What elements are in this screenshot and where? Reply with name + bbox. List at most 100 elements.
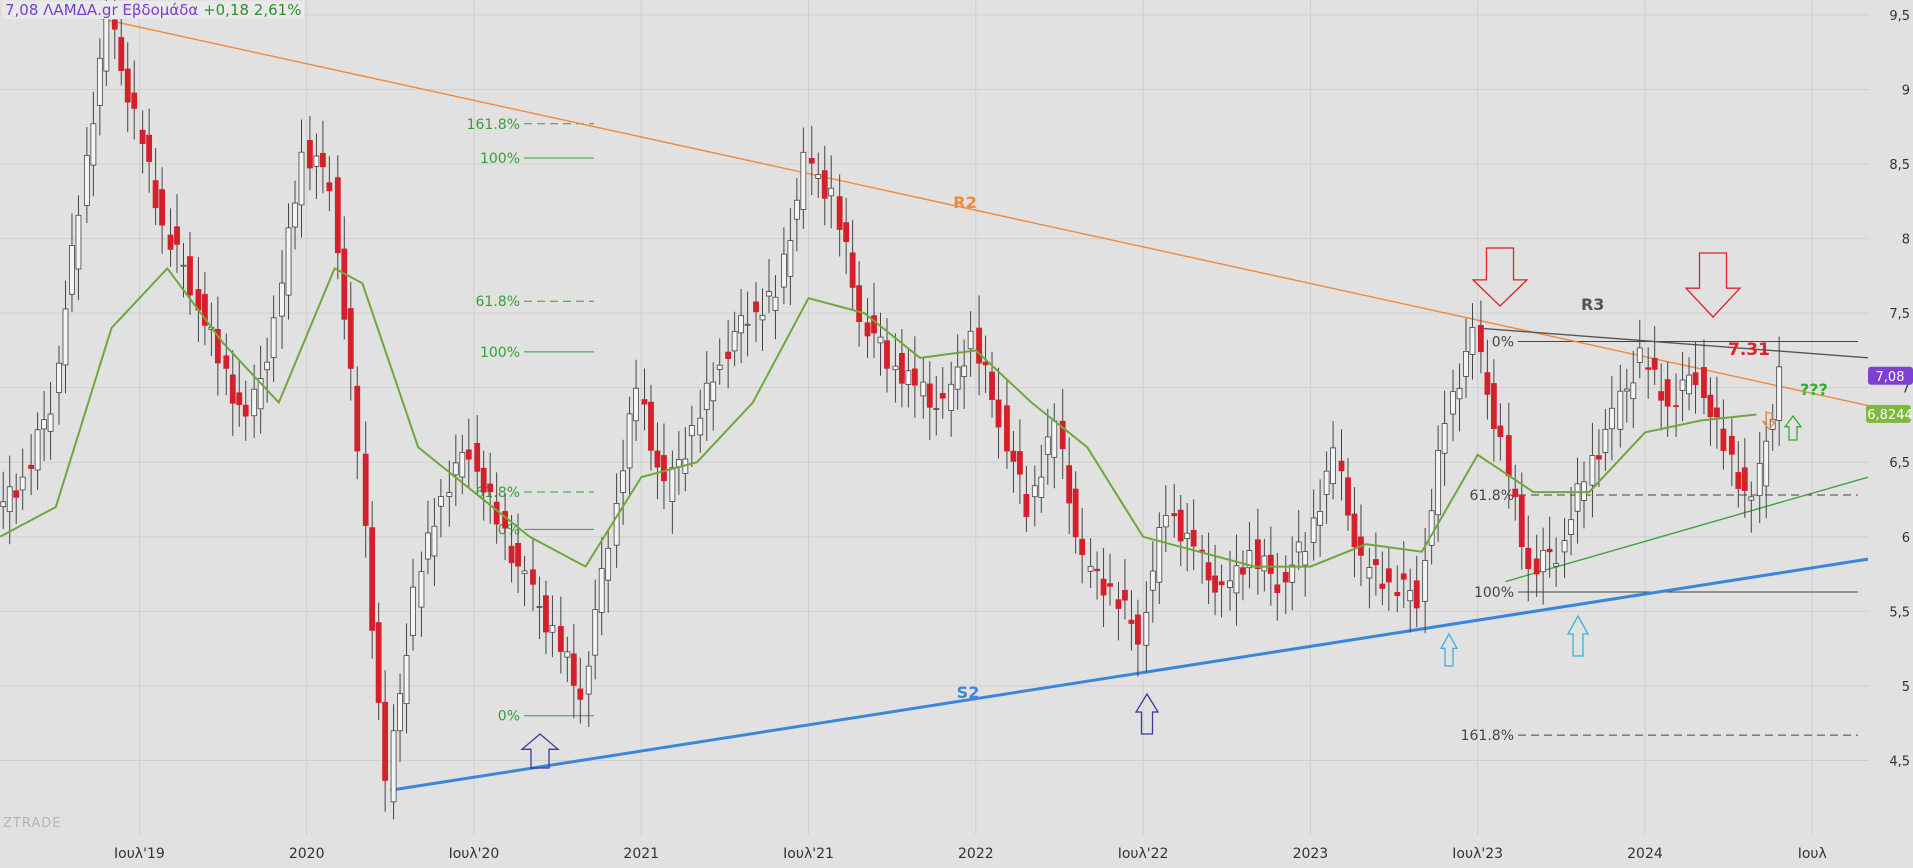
candle-body: [549, 625, 556, 633]
candle-body: [1351, 513, 1358, 548]
candle-body: [633, 387, 639, 422]
fib-level-label: 0%: [1492, 334, 1514, 350]
trendline-label: R3: [1581, 295, 1604, 314]
candle-body: [1240, 567, 1246, 575]
candle-body: [1602, 428, 1609, 453]
candle-body: [1094, 568, 1100, 572]
fib-level-label: 61.8%: [476, 294, 520, 310]
candle-body: [1692, 372, 1699, 386]
candle-body: [654, 450, 661, 468]
candle-body: [1463, 351, 1469, 377]
candle-body: [1568, 519, 1574, 535]
candle-body: [536, 605, 543, 608]
candle-body: [1282, 572, 1289, 583]
candle-body: [1135, 614, 1141, 645]
candle-body: [236, 392, 243, 405]
candle-body: [1212, 575, 1218, 593]
candle-body: [341, 248, 348, 320]
candle-body: [1066, 465, 1073, 504]
candle-body: [152, 180, 159, 209]
candle-body: [1714, 407, 1720, 418]
sell-arrow-icon: [1471, 247, 1529, 307]
candle-body: [1038, 476, 1045, 498]
candle-body: [56, 362, 62, 394]
candle-body: [180, 264, 187, 267]
candle-body: [864, 322, 871, 337]
x-tick-label: 2022: [958, 846, 994, 862]
candle-body: [1490, 383, 1497, 430]
candle-body: [605, 547, 612, 581]
candle-body: [1441, 423, 1448, 454]
candle-body: [1323, 470, 1330, 495]
candle-body: [1617, 390, 1624, 430]
candle-body: [1190, 529, 1197, 547]
candle-body: [75, 214, 82, 270]
candle-body: [1763, 440, 1770, 487]
candle-body: [298, 151, 305, 206]
candle-body: [1171, 513, 1178, 517]
candle-body: [856, 285, 863, 323]
candle-body: [62, 308, 69, 366]
candle-body: [836, 196, 843, 230]
candle-body: [229, 374, 236, 404]
candle-body: [1435, 449, 1442, 516]
price-tag-box: [1866, 404, 1911, 423]
chart-grid: [0, 0, 1868, 835]
moving-average: [0, 266, 1757, 568]
y-tick-label: 5: [1902, 680, 1910, 695]
candle-body: [1059, 420, 1066, 450]
candle-body: [1707, 394, 1714, 418]
candle-body: [772, 296, 779, 311]
fib-level-label: 161.8%: [467, 117, 520, 133]
candle-body: [1728, 435, 1735, 455]
candle-body: [800, 151, 807, 210]
price-tag-label: 6,8244: [1867, 408, 1913, 423]
candle-body: [1546, 548, 1553, 553]
candle-body: [849, 252, 856, 288]
candle-body: [1450, 391, 1456, 415]
candle-body: [920, 381, 927, 397]
candle-body: [948, 383, 955, 411]
candle-body: [1044, 436, 1051, 455]
candle-body: [1561, 540, 1568, 553]
candle-body: [1673, 405, 1679, 408]
candle-body: [1017, 451, 1023, 475]
candle-body: [1484, 372, 1491, 395]
candle-body: [1156, 527, 1163, 583]
candle-body: [403, 655, 410, 705]
candle-body: [1366, 567, 1373, 579]
price-tag-box: [1868, 366, 1913, 385]
candle-body: [146, 134, 153, 162]
x-tick-label: Ιουλ'20: [449, 846, 500, 862]
candle-body: [1596, 455, 1602, 460]
candle-body: [313, 155, 320, 167]
candle-body: [264, 361, 271, 371]
candle-body: [397, 693, 403, 732]
candle-body: [382, 701, 389, 781]
candle-body: [1031, 485, 1038, 498]
candle-body: [1330, 447, 1336, 485]
candle-body: [1533, 558, 1540, 575]
candle-body: [1645, 367, 1652, 370]
candle-body: [995, 399, 1002, 428]
candle-body: [47, 413, 54, 432]
candle-body: [1413, 580, 1420, 609]
candle-body: [557, 626, 564, 652]
y-tick-label: 5,5: [1889, 605, 1910, 620]
candle-body: [90, 123, 97, 166]
candle-body: [124, 68, 131, 103]
candle-body: [111, 19, 118, 30]
candle-body: [982, 361, 989, 366]
candle-body: [1177, 509, 1184, 542]
candle-body: [976, 327, 982, 364]
y-tick-label: 7,5: [1889, 307, 1910, 322]
x-tick-label: 2021: [623, 846, 659, 862]
candles: [0, 0, 1783, 820]
candle-body: [1658, 391, 1665, 401]
candle-body: [1107, 583, 1113, 587]
candle-body: [6, 486, 13, 512]
candle-body: [1345, 477, 1351, 516]
candle-body: [431, 525, 438, 557]
